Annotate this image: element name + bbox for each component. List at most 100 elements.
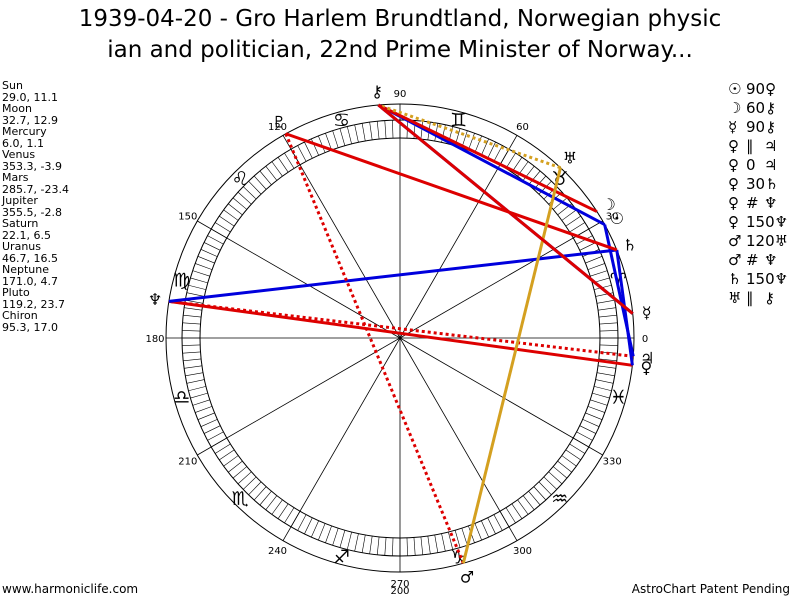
planet-name: Moon [2,102,32,115]
aspect-row: ☿ 90⚷ [728,118,793,137]
sector-line [197,337,401,456]
aspect-planet-glyph: ♆ [774,270,789,288]
planet-glyph: ♂ [460,568,474,587]
degree-tick [553,197,568,210]
aspect-list: ☉ 90♀ ☽ 60⚷ ☿ 90⚷ ♀ ∥ ♃ ♀ 0 ♃ ♀ 30♄ ♀ # ♆ ♀ 150♆ ♂ 120♅ ♂ # ♆ ♄ 1… [728,80,793,308]
sector-line [399,337,518,541]
planet-coords: 29.0, 11.1 [2,90,58,104]
aspect-line [168,299,634,358]
planet-glyph: ♅ [563,149,577,168]
degree-tick [565,449,581,461]
degree-tick [538,481,552,496]
degree-tick [200,419,218,427]
degree-tick [188,284,207,290]
degree-tick [259,491,272,506]
degree-tick [585,412,603,420]
degree-tick [311,138,319,156]
aspect-planet-glyph: ☽ [728,99,742,117]
planet-glyph: ☽ [602,195,616,214]
sector-line [282,337,401,541]
aspect-line [284,133,465,564]
planet-glyph: ♃ [640,348,654,367]
planet-name: Pluto [2,286,30,299]
degree-tick [304,517,313,535]
degree-tick [271,499,283,515]
degree-tick [195,263,213,270]
degree-tick [553,466,568,479]
aspect-row: ☽ 60⚷ [728,99,793,118]
degree-tick [228,460,243,473]
degree-tick [237,191,252,205]
degree-tick [468,133,475,151]
planet-coords: 6.0, 1.1 [2,136,44,150]
degree-tick [183,358,202,362]
planet-glyph: ⚷ [371,82,383,101]
degree-tick [203,242,221,251]
aspect-line [168,248,617,303]
footer-patent: AstroChart Patent Pending [631,582,790,596]
aspect-angle: 90 [746,118,766,136]
degree-tick [420,121,424,140]
degree-tick [184,365,202,369]
aspect-planet-glyph: ♀ [728,156,739,174]
degree-tick [188,386,207,392]
degree-tick [237,471,252,485]
aspect-planet-glyph: ♆ [764,251,778,269]
degree-tick [587,406,605,413]
degree-tick [277,157,289,173]
degree-tick [434,534,439,553]
degree-tick [561,455,577,467]
degree-tick [223,455,239,467]
degree-tick [599,330,618,332]
aspect-angle: ∥ [746,289,754,307]
planet-glyph: ♇ [272,113,286,132]
degree-tick [182,351,201,354]
degree-tick [595,379,614,384]
degree-tick [186,292,205,297]
zodiac-sign-glyph: ♒ [551,488,568,510]
aspect-angle: # [746,194,759,212]
degree-tick [232,466,247,479]
planet-name: Mercury [2,125,47,138]
degree-tick [557,460,572,473]
degree-tick [596,299,615,304]
degree-tick [265,166,278,181]
degree-tick [297,145,307,162]
degree-tick [505,152,516,169]
aspect-row: ♂ # ♆ [728,251,793,270]
degree-tick [304,141,313,159]
degree-tick [318,135,326,153]
degree-tick [587,263,605,270]
degree-tick [505,507,516,524]
planet-glyph: ♄ [623,236,637,255]
sector-line [399,337,603,456]
degree-tick [599,322,618,325]
aspect-planet-glyph: ♃ [764,156,778,174]
degree-tick [569,222,586,233]
degree-tick [590,399,608,406]
degree-tick [582,419,600,427]
aspect-planet-glyph: ♀ [728,175,739,193]
degree-tick [487,517,496,535]
degree-tick [354,124,359,143]
aspect-angle: ∥ [746,137,754,155]
degree-tick [232,197,247,210]
degree-tick [265,495,278,510]
degree-tick [585,256,603,264]
sector-line [282,135,401,339]
degree-tick [579,242,597,251]
aspect-planet-glyph: ♄ [765,175,779,193]
degree-tick [346,126,352,145]
zodiac-sign-glyph: ♍ [173,270,190,292]
degree-tick [182,330,201,332]
aspect-planet-glyph: ♅ [728,289,742,307]
degree-tick [297,514,307,531]
aspect-angle: 150 [746,270,775,288]
degree-tick [197,412,215,420]
degree-tick [598,365,616,369]
degree-tick [203,425,221,434]
planet-name: Neptune [2,263,50,276]
degree-tick [543,476,558,490]
degree-tick [376,121,380,140]
